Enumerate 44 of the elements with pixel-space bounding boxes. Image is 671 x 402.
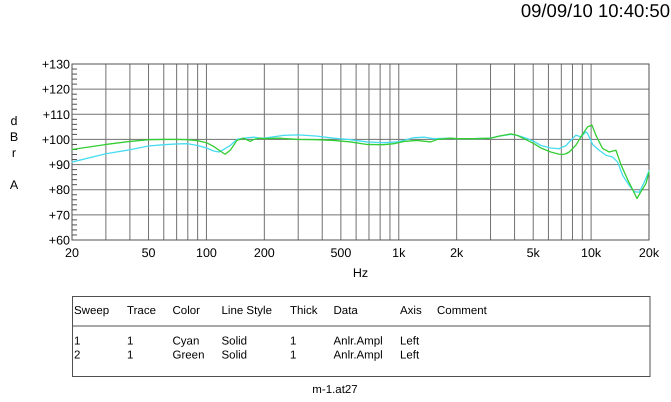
y-tick-label: +70: [48, 208, 70, 222]
y-tick-label: +130: [42, 58, 70, 72]
text: Color: [172, 305, 200, 317]
text: Sweep: [74, 305, 110, 317]
x-tick-label: 10k: [581, 246, 602, 260]
text: Trace: [127, 305, 156, 317]
text: 1: [127, 350, 134, 362]
y-tick-label: +80: [48, 183, 70, 198]
text: dBr A: [10, 114, 18, 192]
text: Thick: [290, 305, 318, 317]
y-tick-label: +110: [42, 108, 70, 122]
text: Solid: [222, 336, 248, 348]
text: Cyan: [172, 336, 200, 348]
x-axis-title: Hz: [352, 266, 368, 280]
text: Comment: [437, 305, 488, 317]
text: Green: [172, 350, 204, 362]
text: Solid: [222, 350, 248, 362]
text: 2: [74, 350, 80, 362]
text: 1: [290, 350, 296, 362]
x-tick-label: 50: [142, 246, 156, 260]
x-tick-label: 100: [196, 246, 217, 260]
y-tick-label: +90: [48, 158, 70, 172]
x-tick-label: 2k: [450, 246, 464, 260]
x-tick-label: 500: [330, 246, 352, 260]
text: Left: [400, 336, 420, 348]
text: 1: [74, 336, 80, 348]
text: Anlr.Ampl: [334, 336, 383, 348]
text: m-1.at27: [312, 384, 358, 396]
y-tick-label: +120: [42, 82, 70, 97]
text: Line Style: [222, 305, 272, 317]
text: 1: [127, 336, 134, 348]
text: 09/09/10 10:40:50: [520, 0, 670, 21]
x-tick-label: 200: [254, 246, 275, 260]
text: 1: [290, 336, 296, 348]
y-tick-label: +60: [48, 234, 70, 248]
text: Left: [400, 350, 420, 362]
x-tick-label: 20k: [638, 246, 660, 260]
x-tick-label: 20: [65, 246, 79, 260]
text: Axis: [400, 305, 422, 317]
text: Anlr.Ampl: [334, 350, 383, 362]
x-tick-label: 1k: [392, 246, 406, 260]
x-tick-label: 5k: [526, 246, 541, 260]
text: Data: [334, 305, 358, 317]
y-tick-label: +100: [42, 132, 70, 147]
